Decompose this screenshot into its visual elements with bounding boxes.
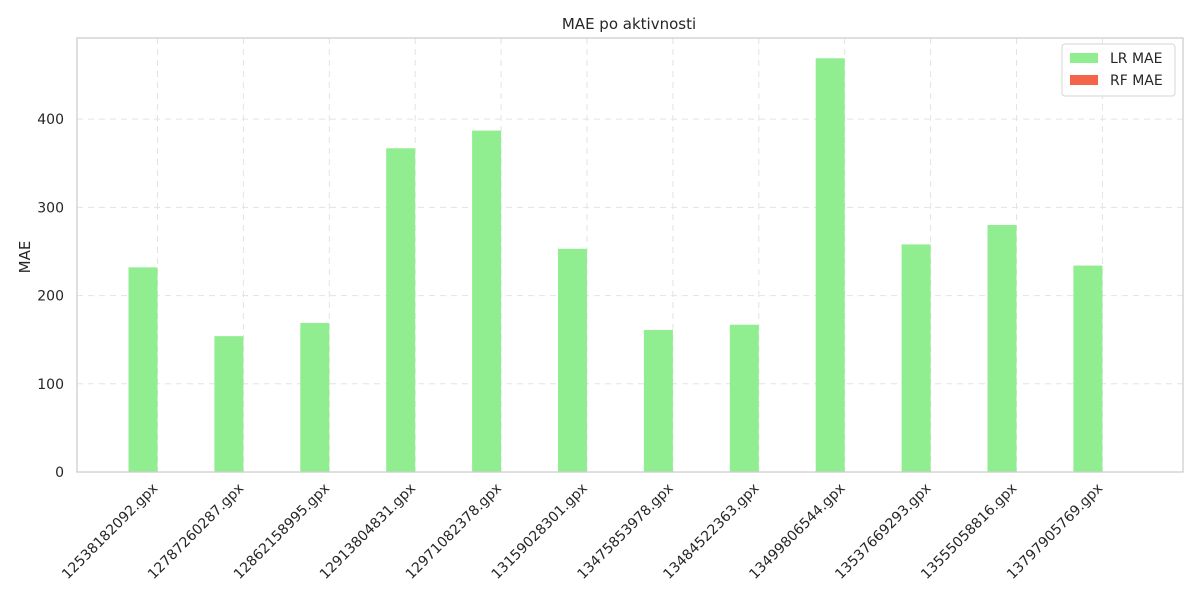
- bar-lr: [901, 244, 931, 472]
- x-tick-label: 13475853978.gpx: [575, 481, 677, 583]
- bar-lr: [472, 130, 502, 472]
- x-axis-ticks: 12538182092.gpx12787260287.gpx1286215899…: [59, 481, 1106, 583]
- bar-lr: [987, 225, 1017, 472]
- x-tick-label: 12787260287.gpx: [145, 481, 247, 583]
- legend-swatch: [1070, 75, 1098, 85]
- x-tick-label: 13484522363.gpx: [660, 481, 762, 583]
- plot-frame: [76, 37, 1184, 473]
- y-tick-label: 200: [37, 289, 64, 305]
- legend-label: LR MAE: [1110, 51, 1162, 67]
- bar-lr: [300, 322, 330, 472]
- x-tick-label: 13555058816.gpx: [918, 481, 1020, 583]
- y-tick-label: 0: [55, 465, 64, 481]
- x-tick-label: 13499806544.gpx: [746, 481, 848, 583]
- bar-lr: [815, 58, 845, 473]
- legend: LR MAE RF MAE: [1061, 43, 1176, 97]
- x-tick-label: 13537669293.gpx: [832, 481, 934, 583]
- bar-lr: [214, 336, 244, 472]
- x-tick-label: 12913804831.gpx: [317, 481, 419, 583]
- bar-lr: [729, 324, 759, 472]
- legend-label: RF MAE: [1110, 73, 1163, 89]
- bar-lr: [1073, 265, 1103, 472]
- y-tick-label: 100: [37, 377, 64, 393]
- x-tick-label: 12538182092.gpx: [59, 481, 161, 583]
- x-tick-label: 13797905769.gpx: [1004, 481, 1106, 583]
- x-tick-label: 13159028301.gpx: [489, 481, 591, 583]
- y-tick-label: 300: [37, 200, 64, 216]
- bar-lr: [643, 329, 673, 472]
- y-axis-label: MAE: [16, 241, 34, 274]
- bar-lr: [128, 267, 158, 472]
- chart-title: MAE po aktivnosti: [562, 15, 696, 33]
- x-tick-label: 12971082378.gpx: [403, 481, 505, 583]
- legend-swatch: [1070, 53, 1098, 63]
- x-tick-label: 12862158995.gpx: [231, 481, 333, 583]
- y-tick-label: 400: [37, 112, 64, 128]
- bar-lr: [558, 248, 587, 472]
- bars: [128, 58, 1103, 473]
- y-axis-ticks: 0 100 200 300 400: [37, 112, 64, 481]
- bar-lr: [386, 148, 416, 472]
